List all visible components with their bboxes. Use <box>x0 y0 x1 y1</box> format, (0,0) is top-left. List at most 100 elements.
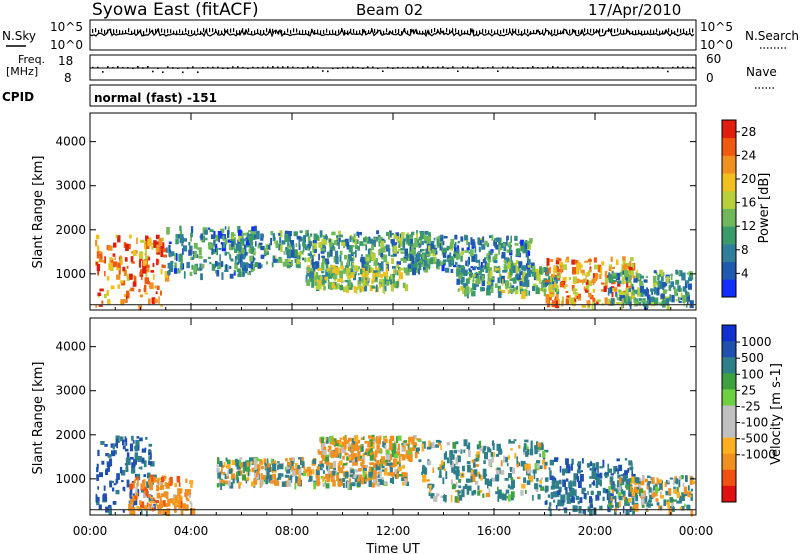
data-cell <box>463 449 466 453</box>
nave-dots <box>92 66 694 74</box>
data-cell <box>174 495 178 503</box>
data-cell <box>554 281 556 287</box>
data-cell <box>482 468 487 474</box>
data-cell <box>272 233 276 242</box>
data-cell <box>527 241 530 249</box>
data-cell <box>186 489 192 496</box>
noise-search-bar <box>680 28 682 33</box>
data-cell <box>122 445 126 450</box>
noise-right-tick-top: 10^5 <box>700 20 733 34</box>
data-cell <box>272 460 277 466</box>
data-cell <box>283 251 286 255</box>
data-cell <box>458 274 462 279</box>
noise-search-bar <box>266 28 268 33</box>
data-cell <box>521 483 526 489</box>
data-cell <box>478 267 483 271</box>
data-cell <box>352 262 355 266</box>
data-cell <box>378 241 381 247</box>
data-cell <box>265 244 268 249</box>
data-cell <box>572 480 577 487</box>
data-cell <box>630 485 633 492</box>
data-cell <box>665 298 670 306</box>
data-cell <box>306 248 310 251</box>
data-cell <box>133 276 137 282</box>
data-cell <box>156 504 161 511</box>
data-cell <box>135 492 139 500</box>
colorbar-tick-label: 24 <box>741 148 756 162</box>
data-cell <box>525 240 528 245</box>
noise-search-bar <box>542 29 544 34</box>
data-cell <box>398 240 401 247</box>
data-cell <box>430 243 434 249</box>
data-cell <box>609 480 612 485</box>
data-cell <box>625 483 630 490</box>
data-cell <box>238 229 242 237</box>
noise-search-bar <box>401 30 403 35</box>
data-cell <box>297 478 302 486</box>
data-cell <box>232 245 236 249</box>
data-cell <box>562 264 567 270</box>
data-cell <box>294 249 298 257</box>
data-cell <box>321 279 325 285</box>
data-cell <box>166 247 168 253</box>
data-cell <box>537 442 542 448</box>
noise-search-bar <box>344 30 346 34</box>
data-cell <box>328 274 333 279</box>
y-tick-label: 4000 <box>55 340 86 354</box>
data-cell <box>659 506 662 510</box>
data-cell <box>539 465 543 470</box>
colorbar-frame <box>721 119 737 298</box>
data-cell <box>487 259 492 263</box>
data-cell <box>495 283 498 288</box>
data-cell <box>365 274 368 279</box>
data-cell <box>589 294 594 300</box>
noise-search-bar <box>689 28 691 33</box>
data-cell <box>416 233 418 240</box>
noise-search-bar <box>530 30 532 35</box>
data-cell <box>484 257 487 263</box>
data-cell <box>520 245 525 252</box>
nave-dot <box>612 66 614 69</box>
nave-dot <box>452 66 454 68</box>
noise-search-bar <box>194 30 196 35</box>
data-cell <box>382 271 388 277</box>
noise-right-tick-bottom: 10^0 <box>700 38 733 52</box>
data-cell <box>482 448 485 454</box>
data-cell <box>350 268 354 273</box>
data-cell <box>160 290 162 296</box>
noise-search-bar <box>647 30 649 35</box>
data-cell <box>494 267 499 271</box>
data-cell <box>372 444 375 448</box>
data-cell <box>518 445 521 449</box>
data-cell <box>145 266 150 273</box>
data-cell <box>96 251 101 259</box>
data-cell <box>682 482 685 487</box>
data-cell <box>650 296 655 302</box>
data-cell <box>477 485 480 491</box>
data-cell <box>164 482 168 487</box>
data-cell <box>440 460 444 465</box>
data-cell <box>630 478 633 484</box>
data-cell <box>537 494 541 500</box>
data-cell <box>140 508 143 516</box>
data-cell <box>576 266 580 275</box>
data-cell <box>508 246 512 254</box>
nave-dot <box>337 67 339 69</box>
noise-search-bar <box>395 29 397 34</box>
data-cell <box>426 479 430 482</box>
data-cell <box>352 239 356 242</box>
data-cell <box>325 454 329 458</box>
noise-search-bar <box>98 30 100 34</box>
data-cell <box>377 448 382 454</box>
noise-search-bar <box>275 30 277 34</box>
noise-search-bar <box>683 28 685 33</box>
data-cell <box>524 439 529 443</box>
data-cell <box>542 279 546 288</box>
data-cell <box>673 286 676 290</box>
nave-dot <box>507 66 509 69</box>
data-cell <box>678 301 682 304</box>
data-cell <box>246 472 248 476</box>
data-cell <box>231 241 234 247</box>
data-cell <box>604 297 608 304</box>
nave-dot <box>397 66 399 69</box>
